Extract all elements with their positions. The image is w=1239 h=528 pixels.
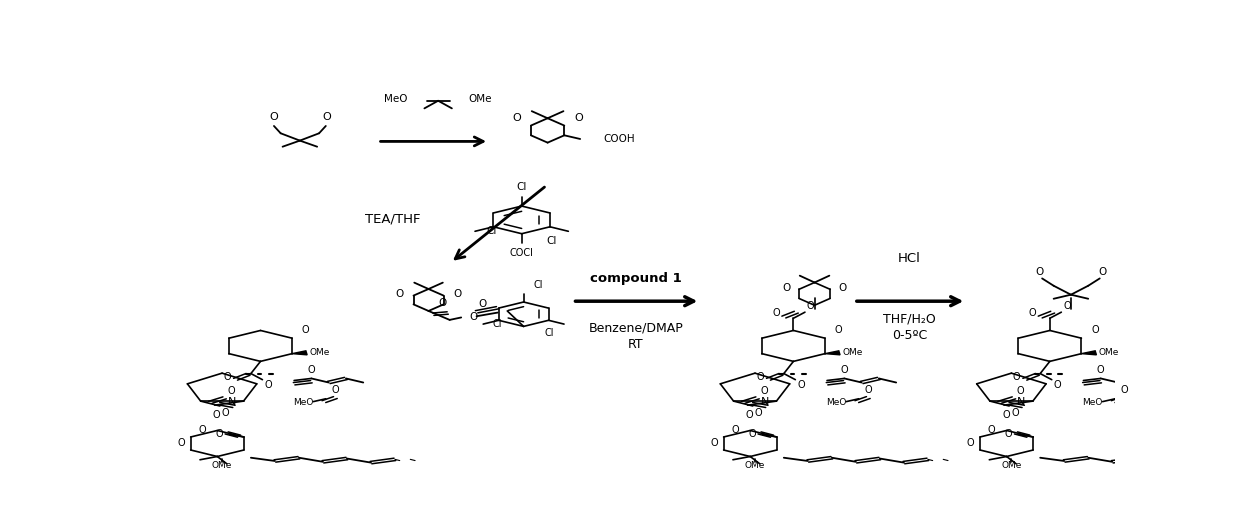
Text: O: O (269, 112, 278, 122)
Text: O: O (1099, 267, 1106, 277)
Text: O: O (1017, 386, 1025, 396)
Text: O: O (222, 408, 229, 418)
Text: O: O (177, 438, 185, 448)
Text: O: O (332, 385, 339, 395)
Polygon shape (292, 351, 307, 355)
Text: N: N (761, 397, 768, 407)
Text: O: O (1002, 410, 1010, 420)
Text: O: O (1011, 408, 1018, 418)
Text: O: O (470, 312, 478, 322)
Text: N: N (228, 397, 235, 407)
Text: O: O (1053, 380, 1062, 390)
Text: O: O (1012, 372, 1020, 382)
Text: O: O (835, 325, 843, 335)
Text: O: O (322, 112, 331, 122)
Text: Cl: Cl (533, 280, 543, 290)
Text: O: O (840, 365, 849, 375)
Text: TEA/THF: TEA/THF (366, 212, 421, 225)
Text: O: O (839, 283, 847, 293)
Text: Benzene/DMAP: Benzene/DMAP (589, 322, 684, 335)
Text: O: O (1121, 385, 1129, 395)
Text: Cl: Cl (517, 182, 527, 192)
Text: O: O (1005, 429, 1012, 439)
Text: MeO: MeO (1082, 398, 1103, 407)
Text: OMe: OMe (843, 348, 862, 357)
Text: HCl: HCl (898, 252, 921, 265)
Polygon shape (1082, 351, 1097, 355)
Text: RT: RT (628, 338, 644, 351)
Text: O: O (772, 308, 781, 318)
Text: O: O (1028, 308, 1036, 318)
Text: O: O (1063, 301, 1070, 311)
Text: MeO: MeO (384, 94, 408, 103)
Text: O: O (756, 372, 763, 382)
Text: MeO: MeO (826, 398, 846, 407)
Text: O: O (1097, 365, 1104, 375)
Text: O: O (307, 365, 315, 375)
Text: O: O (748, 429, 756, 439)
Polygon shape (825, 351, 840, 355)
Text: OMe: OMe (745, 461, 766, 470)
Text: Cl: Cl (546, 236, 556, 246)
Text: OMe: OMe (212, 461, 232, 470)
Text: O: O (513, 113, 522, 123)
Text: O: O (987, 426, 995, 436)
Text: OMe: OMe (310, 348, 330, 357)
Text: O: O (216, 429, 223, 439)
Text: compound 1: compound 1 (590, 271, 681, 285)
Text: O: O (710, 438, 717, 448)
Text: O: O (1092, 325, 1099, 335)
Text: O: O (755, 408, 762, 418)
Text: O: O (213, 410, 221, 420)
Text: COOH: COOH (603, 134, 634, 144)
Text: O: O (264, 380, 273, 390)
Text: O: O (439, 298, 446, 308)
Text: OMe: OMe (1001, 461, 1022, 470)
Text: MeO: MeO (292, 398, 313, 407)
Text: O: O (966, 438, 974, 448)
Text: OMe: OMe (468, 94, 492, 103)
Text: Cl: Cl (545, 328, 554, 338)
Text: 0-5ºC: 0-5ºC (892, 329, 927, 342)
Text: O: O (865, 385, 872, 395)
Text: O: O (731, 426, 738, 436)
Text: O: O (746, 410, 753, 420)
Text: OMe: OMe (1099, 348, 1119, 357)
Text: THF/H₂O: THF/H₂O (883, 313, 935, 326)
Text: O: O (478, 298, 487, 308)
Text: O: O (807, 301, 814, 311)
Text: O: O (395, 289, 404, 299)
Text: Cl: Cl (493, 319, 502, 329)
Text: O: O (223, 372, 230, 382)
Text: O: O (797, 380, 805, 390)
Text: O: O (574, 113, 582, 123)
Text: O: O (1035, 267, 1043, 277)
Text: O: O (761, 386, 768, 396)
Text: O: O (228, 386, 235, 396)
Text: O: O (302, 325, 310, 335)
Text: N: N (1017, 397, 1025, 407)
Text: Cl: Cl (487, 227, 497, 237)
Text: COCl: COCl (509, 248, 534, 258)
Text: O: O (782, 283, 790, 293)
Text: O: O (198, 426, 206, 436)
Text: O: O (453, 289, 461, 299)
